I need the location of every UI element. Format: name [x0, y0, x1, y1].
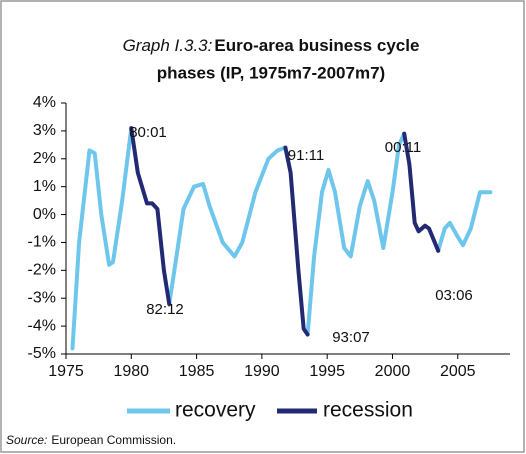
x-tick-label: 1980	[113, 363, 149, 380]
x-tick-label: 1975	[48, 363, 84, 380]
series-line	[70, 126, 493, 351]
x-tick-label: 1990	[244, 363, 280, 380]
y-tick-label: 1%	[33, 178, 56, 195]
x-tick-label: 2000	[375, 363, 411, 380]
y-tick-label: -5%	[28, 345, 56, 362]
title-prefix: Graph I.3.3:	[123, 36, 213, 55]
title-line: phases (IP, 1975m7-2007m7)	[157, 63, 385, 82]
y-tick-label: 0%	[33, 206, 56, 223]
chart-title: Graph I.3.3: Euro-area business cycle	[123, 36, 420, 55]
y-tick-label: 3%	[33, 122, 56, 139]
annotation: 82:12	[146, 301, 184, 318]
y-tick-label: -4%	[28, 317, 56, 334]
source-text: European Commission.	[51, 433, 176, 447]
y-tick-label: -2%	[28, 262, 56, 279]
y-tick-label: 4%	[33, 94, 56, 111]
x-tick-label: 1985	[179, 363, 215, 380]
annotation: 93:07	[332, 329, 370, 346]
series-line	[129, 126, 441, 337]
source-note: Source: European Commission.	[6, 433, 176, 447]
legend-label: recovery	[175, 399, 256, 422]
annotation: 03:06	[435, 287, 473, 304]
title-line: Euro-area business cycle	[214, 36, 419, 55]
y-tick-label: 2%	[33, 150, 56, 167]
y-tick-label: -3%	[28, 289, 56, 306]
annotation: 91:11	[288, 147, 324, 164]
x-tick-label: 1995	[309, 363, 345, 380]
y-tick-label: -1%	[28, 234, 56, 251]
annotation: 80:01	[129, 124, 167, 141]
source-label: Source:	[6, 433, 47, 447]
x-tick-label: 2005	[440, 363, 476, 380]
legend-label: recession	[323, 399, 413, 422]
annotation: 00:11	[385, 139, 421, 156]
